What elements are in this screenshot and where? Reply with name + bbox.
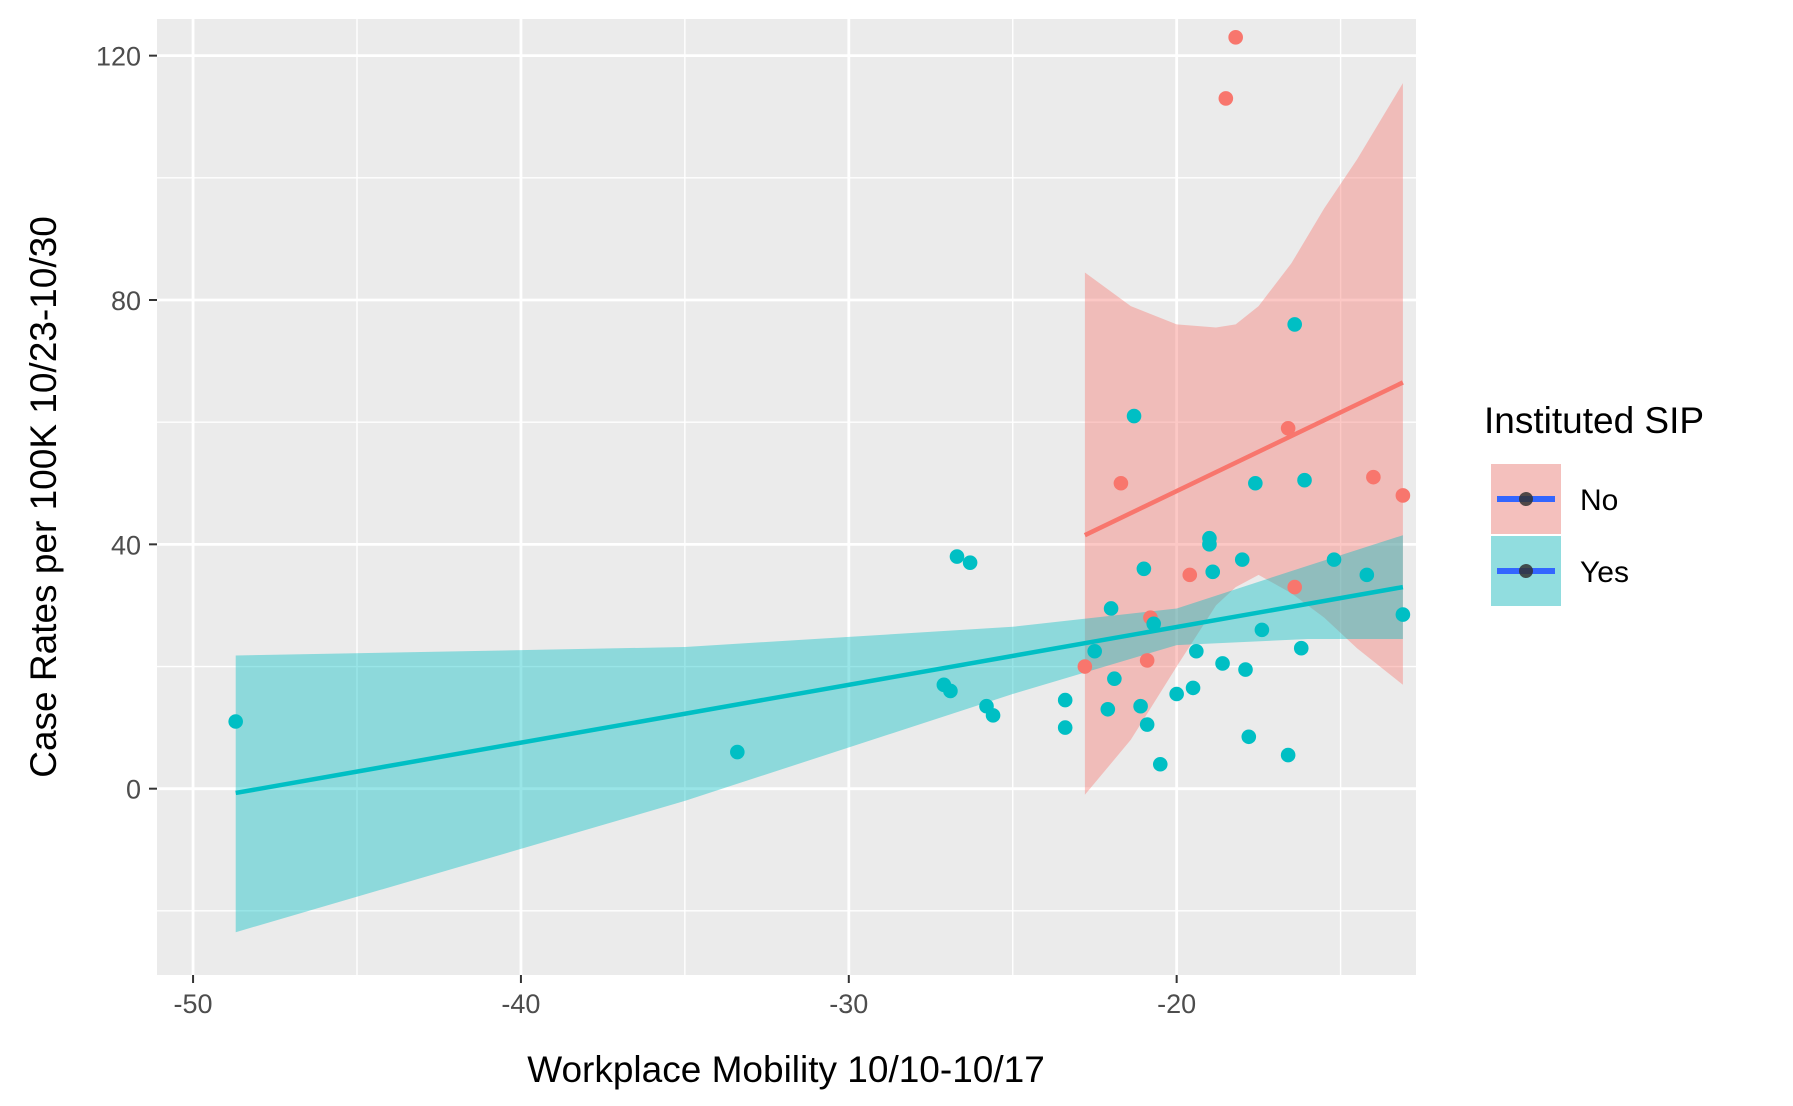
data-points	[228, 30, 1411, 772]
data-point-no	[1218, 91, 1234, 106]
legend-label-yes: Yes	[1580, 556, 1629, 589]
data-point-no	[1395, 488, 1411, 503]
data-point-yes	[1326, 552, 1342, 567]
grid-minor	[157, 19, 1416, 975]
data-point-yes	[1169, 686, 1184, 702]
data-point-yes	[1395, 607, 1411, 622]
data-point-yes	[228, 714, 243, 729]
y-tick-label: 80	[111, 286, 141, 316]
ci-ribbon-yes	[235, 535, 1403, 933]
legend-label-no: No	[1580, 484, 1618, 517]
data-point-yes	[985, 708, 1001, 723]
data-point-yes	[1133, 698, 1148, 714]
axis-ticks	[149, 54, 1178, 983]
fit-line-yes	[235, 584, 1404, 796]
legend: Instituted SIP No Yes	[1484, 400, 1704, 606]
data-point-yes	[1238, 662, 1253, 677]
data-point-yes	[1107, 671, 1122, 687]
data-point-no	[1182, 567, 1198, 583]
ci-ribbon-no	[1084, 83, 1403, 795]
data-point-no	[1139, 653, 1155, 668]
data-point-yes	[943, 683, 958, 699]
x-tick-label: -50	[174, 989, 213, 1019]
data-point-no	[1280, 420, 1296, 436]
data-point-yes	[1287, 317, 1302, 332]
data-point-yes	[1202, 537, 1217, 552]
x-tick-label: -40	[501, 989, 540, 1019]
data-point-yes	[1103, 601, 1119, 616]
data-point-yes	[1248, 475, 1263, 491]
data-point-no	[1077, 659, 1093, 674]
data-point-yes	[1057, 720, 1073, 735]
y-tick-label: 0	[126, 775, 141, 805]
data-point-yes	[1152, 756, 1168, 772]
data-point-yes	[1297, 472, 1312, 488]
legend-key-point	[1519, 564, 1533, 578]
y-tick-label: 40	[111, 530, 141, 560]
grid-major	[157, 19, 1416, 975]
data-point-yes	[1254, 622, 1270, 638]
data-point-no	[1113, 475, 1129, 491]
data-point-yes	[949, 549, 965, 564]
data-point-yes	[1136, 561, 1152, 577]
data-point-yes	[962, 555, 978, 570]
data-point-yes	[1241, 729, 1257, 745]
legend-title: Instituted SIP	[1484, 400, 1704, 441]
data-point-yes	[1189, 643, 1204, 659]
legend-key-point	[1519, 492, 1533, 506]
data-point-no	[1228, 30, 1243, 45]
fit-lines	[235, 380, 1404, 796]
data-point-no	[1287, 579, 1302, 595]
data-point-yes	[1126, 408, 1142, 424]
data-point-yes	[1215, 656, 1230, 671]
data-point-yes	[1185, 680, 1201, 696]
data-point-yes	[1280, 747, 1296, 763]
y-tick-label: 120	[96, 42, 141, 72]
confidence-ribbons	[235, 83, 1403, 933]
data-point-yes	[1057, 692, 1073, 708]
y-axis-title: Case Rates per 100K 10/23-10/30	[23, 216, 64, 778]
data-point-yes	[1100, 701, 1116, 717]
tick-labels: -50 -40 -30 -20 0 40 80 120	[96, 42, 1196, 1019]
data-point-yes	[1293, 640, 1309, 656]
data-point-yes	[730, 744, 745, 760]
x-tick-label: -30	[829, 989, 868, 1019]
fit-line-no	[1083, 380, 1404, 538]
data-point-yes	[1087, 643, 1102, 659]
data-point-yes	[1234, 552, 1250, 567]
legend-keys	[1491, 464, 1561, 606]
data-point-yes	[1205, 564, 1221, 580]
data-point-yes	[1146, 616, 1162, 632]
x-axis-title: Workplace Mobility 10/10-10/17	[527, 1049, 1045, 1090]
data-point-yes	[1359, 567, 1375, 583]
data-point-yes	[1139, 717, 1155, 732]
data-point-no	[1366, 469, 1381, 485]
x-tick-label: -20	[1157, 989, 1196, 1019]
